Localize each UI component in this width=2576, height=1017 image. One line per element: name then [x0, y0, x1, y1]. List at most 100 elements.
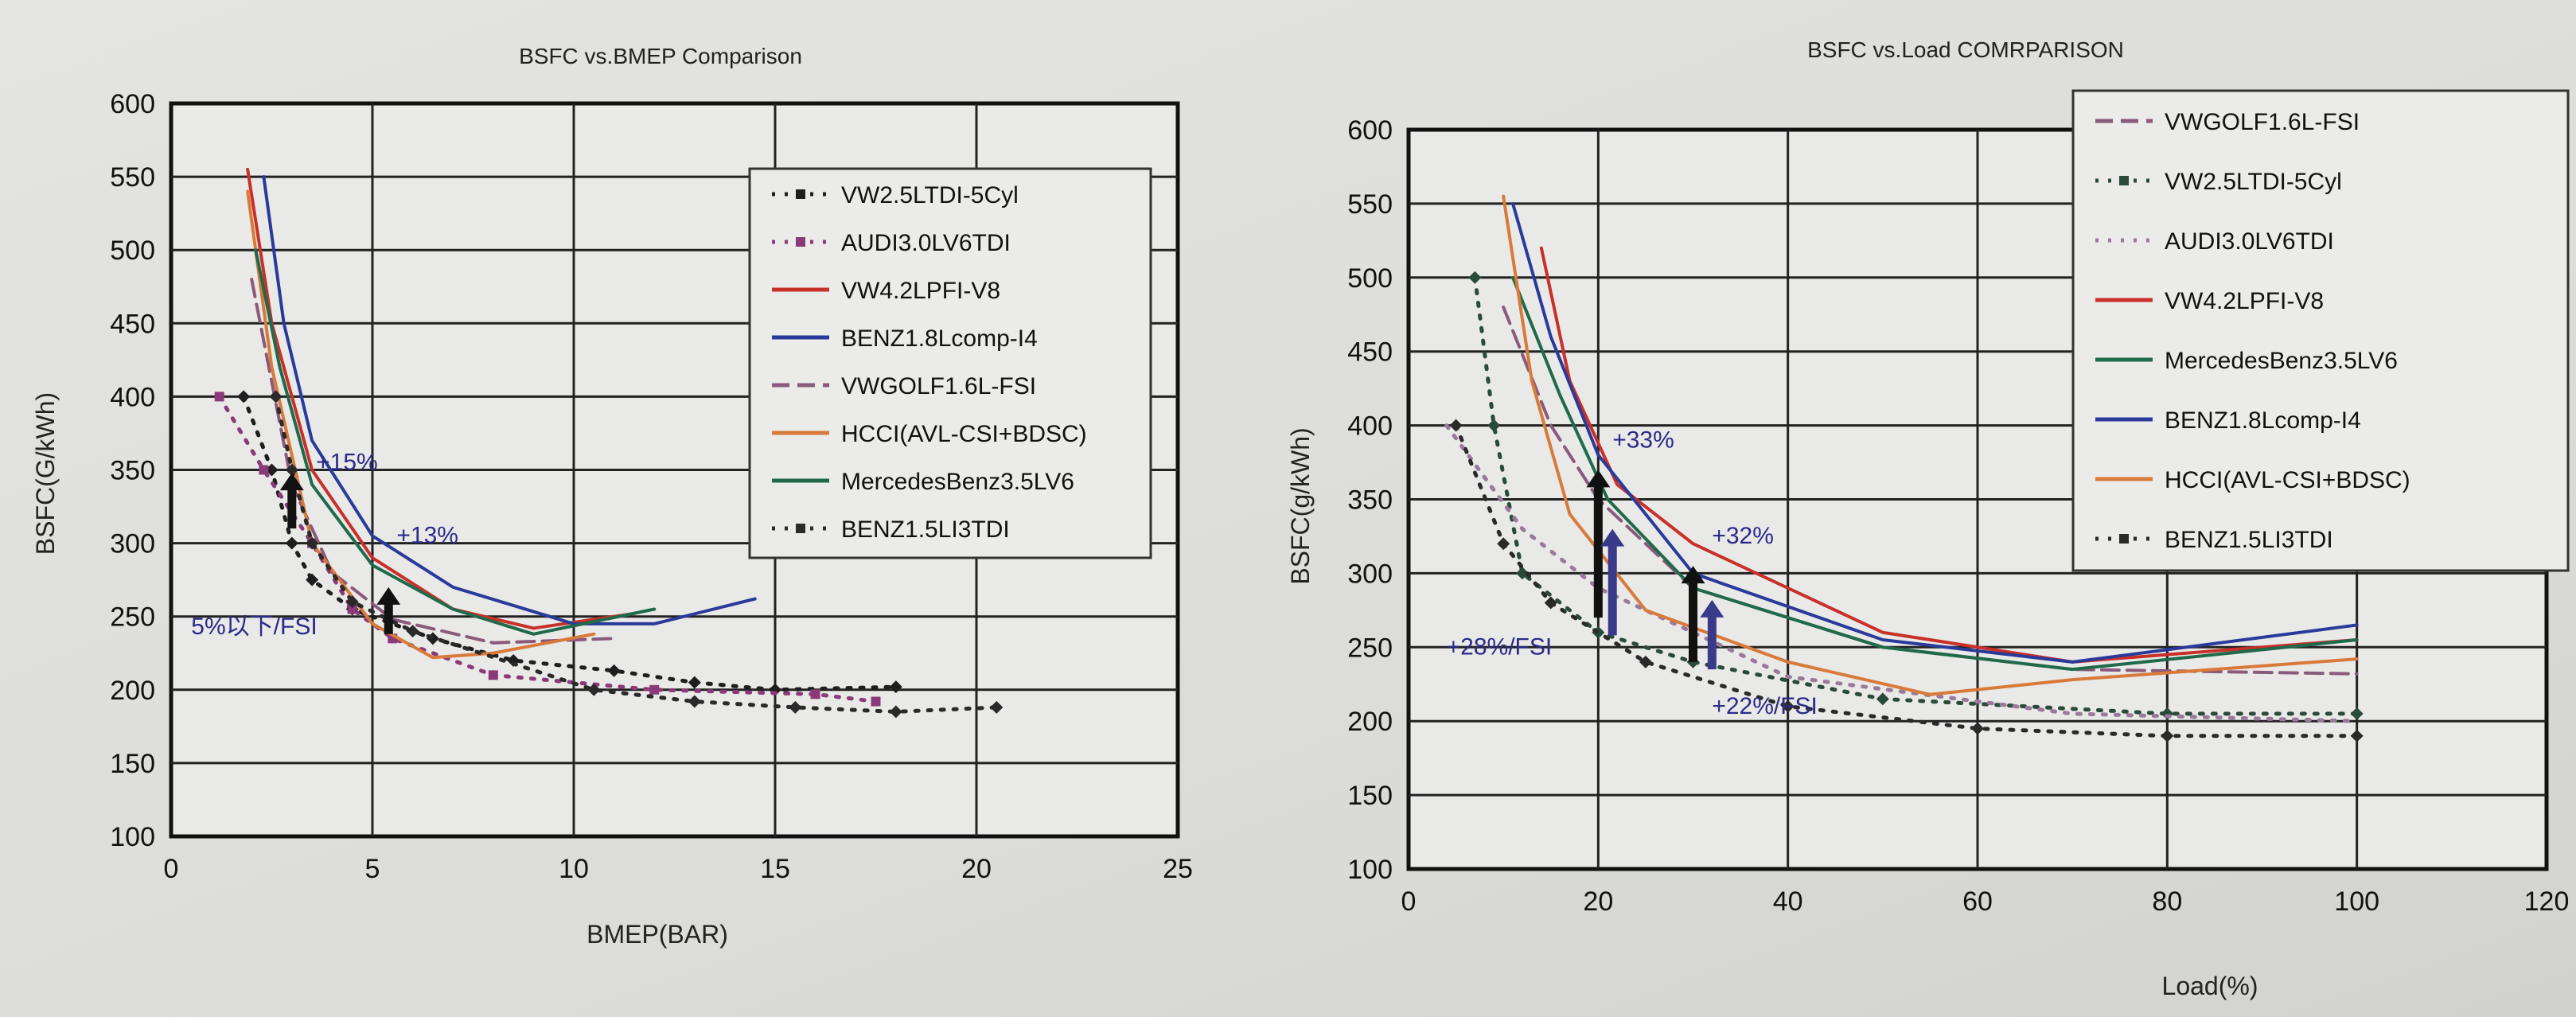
annotation-label: +15%	[316, 450, 378, 476]
arrow-head	[1600, 528, 1625, 547]
series-benz1-8lcomp-i4	[262, 175, 757, 625]
y-tick-label: 150	[1347, 781, 1393, 811]
x-tick-label: 80	[2152, 886, 2182, 917]
series-hcci-avl-csi-bdsc-	[1502, 194, 2359, 696]
data-point	[237, 390, 251, 403]
arrow-head	[1700, 599, 1724, 618]
y-tick-label: 200	[110, 676, 155, 706]
series-line	[250, 278, 616, 645]
arrow-head	[376, 586, 401, 605]
y-tick-label: 250	[1347, 633, 1393, 663]
arrow-head	[1681, 566, 1705, 584]
data-point	[345, 595, 359, 609]
data-point	[1487, 419, 1501, 432]
x-tick-label: 25	[1163, 854, 1193, 884]
legend-entry: HCCI(AVL-CSI+BDSC)	[841, 421, 1087, 447]
legend-marker	[2119, 534, 2129, 544]
y-axis-label: BSFC(G/kWh)	[31, 392, 60, 555]
x-axis-label: Load(%)	[2162, 972, 2258, 1000]
series-line	[274, 394, 999, 714]
data-point	[1876, 692, 1889, 706]
bsfc-vs-load-chart: BSFC vs.Load COMRPARISON Load(%) BSFC(g/…	[1286, 37, 2570, 1000]
legend: VWGOLF1.6L-FSI VW2.5LTDI-5Cyl AUDI3.0LV6TD…	[2071, 89, 2570, 572]
x-tick-label: 20	[961, 854, 992, 884]
data-point	[889, 680, 902, 694]
y-tick-label: 400	[1347, 411, 1393, 442]
annotation-label: +22%/FSI	[1712, 693, 1818, 719]
legend-marker	[2119, 176, 2129, 185]
legend-entry: AUDI3.0LV6TDI	[2165, 228, 2334, 255]
data-point	[1497, 537, 1510, 551]
legend-entry: VW4.2LPFI-V8	[2165, 288, 2324, 314]
data-point	[1468, 271, 1482, 284]
x-tick-label: 60	[1962, 886, 1993, 917]
data-point	[259, 465, 269, 475]
series-line	[246, 189, 596, 660]
annotation-label: +13%	[396, 523, 458, 549]
series-benz1-5li3tdi	[1449, 419, 2364, 742]
legend-marker	[796, 189, 805, 199]
legend-entry: VWGOLF1.6L-FSI	[841, 373, 1036, 399]
y-tick-label: 100	[110, 822, 155, 852]
data-point	[1544, 596, 1557, 610]
y-tick-label: 600	[1347, 115, 1393, 146]
chart-title: BSFC vs.Load COMRPARISON	[1807, 37, 2124, 62]
data-point	[2350, 707, 2364, 720]
data-point	[488, 670, 498, 680]
data-point	[810, 689, 820, 699]
series-line	[1472, 275, 2360, 716]
data-point	[1516, 567, 1529, 580]
y-tick-label: 350	[1347, 485, 1393, 516]
legend-entry: HCCI(AVL-CSI+BDSC)	[2165, 467, 2410, 493]
legend-entry: MercedesBenz3.5LV6	[841, 469, 1074, 495]
x-tick-label: 10	[559, 854, 589, 884]
y-tick-label: 550	[1347, 189, 1393, 220]
legend-entry: VW2.5LTDI-5Cyl	[841, 182, 1019, 208]
x-tick-label: 0	[164, 854, 179, 884]
y-tick-label: 300	[110, 529, 155, 559]
y-axis-label: BSFC(g/kWh)	[1286, 427, 1315, 584]
data-point	[285, 536, 298, 550]
arrow-head	[1586, 470, 1611, 488]
annotation-label: +33%	[1612, 427, 1674, 453]
y-tick-label: 600	[110, 89, 155, 119]
series-line	[262, 175, 757, 625]
data-point	[1781, 699, 1795, 713]
x-tick-label: 120	[2524, 886, 2570, 917]
y-tick-label: 550	[110, 162, 155, 193]
x-tick-label: 20	[1583, 886, 1613, 917]
legend-box	[748, 167, 1152, 559]
data-point	[789, 700, 802, 714]
data-point	[2161, 729, 2174, 742]
x-tick-label: 40	[1773, 886, 1803, 917]
x-tick-label: 15	[760, 854, 790, 884]
data-point	[269, 390, 283, 403]
series-vw2-5ltdi-5cyl	[237, 390, 902, 696]
legend-entry: VW2.5LTDI-5Cyl	[2165, 169, 2342, 195]
data-point	[871, 696, 881, 707]
legend-marker	[796, 237, 805, 247]
legend-box	[2071, 89, 2570, 572]
data-point	[347, 604, 357, 614]
y-tick-label: 400	[110, 382, 155, 412]
series-vwgolf1-6l-fsi	[250, 278, 616, 645]
annotation-label: 5%以下/FSI	[191, 614, 317, 640]
y-tick-label: 450	[110, 309, 155, 339]
x-axis-label: BMEP(BAR)	[587, 920, 728, 949]
data-point	[990, 700, 1004, 714]
x-tick-label: 100	[2334, 886, 2379, 917]
data-point	[306, 536, 319, 550]
data-point	[688, 676, 701, 689]
series-mercedesbenz3-5lv6	[254, 248, 657, 636]
series-hcci-avl-csi-bdsc-	[246, 189, 596, 660]
data-point	[285, 463, 298, 477]
legend-entry: BENZ1.8Lcomp-I4	[2165, 407, 2361, 434]
y-tick-label: 450	[1347, 337, 1393, 368]
y-tick-label: 500	[1347, 263, 1393, 294]
legend-entry: MercedesBenz3.5LV6	[2165, 348, 2398, 374]
legend-entry: BENZ1.8Lcomp-I4	[841, 325, 1038, 352]
y-tick-label: 350	[110, 456, 155, 486]
series-line	[217, 394, 878, 704]
data-point	[1971, 722, 1984, 735]
